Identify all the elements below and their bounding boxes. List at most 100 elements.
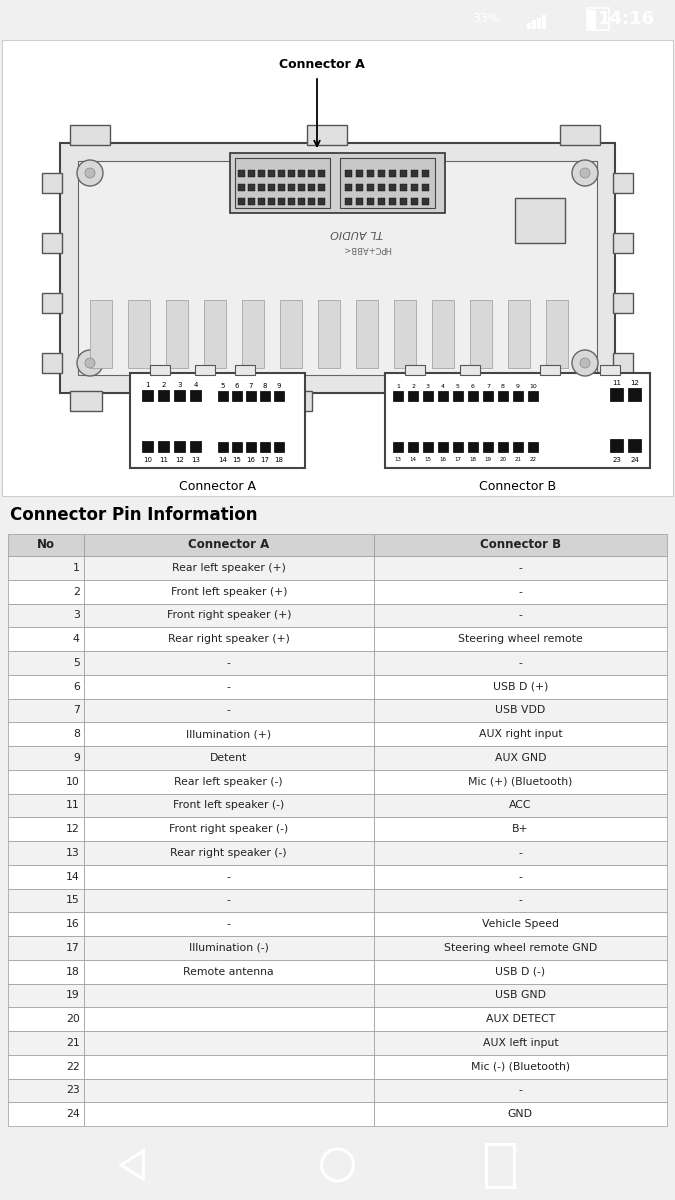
Text: 12: 12 [175,457,184,463]
Text: 18: 18 [275,457,284,463]
Text: -: - [518,871,522,882]
Text: 7: 7 [486,384,490,389]
Bar [498,391,508,401]
Bar [268,198,275,205]
Text: USB GND: USB GND [495,990,546,1001]
Text: 17: 17 [261,457,269,463]
Bar [374,674,667,698]
Text: 11: 11 [612,380,621,386]
Bar [308,184,315,191]
Bar [8,912,84,936]
Bar [8,1055,84,1079]
Bar [8,650,84,674]
Bar [8,604,84,628]
Bar [84,674,374,698]
Text: Connector Pin Information: Connector Pin Information [10,506,257,524]
Bar [258,170,265,176]
Bar [318,198,325,205]
Text: 8: 8 [263,383,267,389]
Bar [389,170,396,176]
Text: 2: 2 [161,382,165,388]
Text: 23: 23 [612,457,621,463]
Bar [174,390,185,401]
Bar [84,960,374,984]
Bar [600,365,620,374]
Bar [160,391,192,410]
Text: 17: 17 [66,943,80,953]
Text: 21: 21 [514,457,522,462]
Bar [318,300,340,368]
Bar [84,556,374,580]
Text: 2: 2 [411,384,415,389]
Text: 9: 9 [516,384,520,389]
Bar [438,442,448,452]
Bar [374,580,667,604]
Bar [374,888,667,912]
Bar [274,391,284,401]
Text: 1: 1 [73,563,80,572]
Bar [8,936,84,960]
Bar [246,442,256,452]
Text: 15: 15 [66,895,80,905]
Bar [60,143,615,392]
Text: Rear right speaker (+): Rear right speaker (+) [168,634,290,644]
Circle shape [572,160,598,186]
Bar [260,442,270,452]
Bar [374,793,667,817]
Bar [528,391,538,401]
Circle shape [580,358,590,368]
Text: Connector B: Connector B [480,539,561,552]
Text: 20: 20 [500,457,506,462]
Text: 16: 16 [439,457,446,462]
Bar [378,198,385,205]
Text: -: - [227,895,231,905]
Text: -: - [227,871,231,882]
Bar [195,365,215,374]
Bar [230,152,445,214]
Bar [218,442,228,452]
Text: USB VDD: USB VDD [495,706,545,715]
Bar [400,184,407,191]
Bar [389,184,396,191]
Text: 11: 11 [66,800,80,810]
Bar [460,365,480,374]
Text: USB D (+): USB D (+) [493,682,548,691]
Bar [42,353,62,373]
Bar [232,391,242,401]
Bar [8,556,84,580]
Text: Connector B: Connector B [479,480,556,493]
Bar [70,391,102,410]
Bar [238,170,245,176]
Bar [374,769,667,793]
Text: Mic (-) (Bluetooth): Mic (-) (Bluetooth) [470,1062,570,1072]
Bar [374,1055,667,1079]
Bar [8,1079,84,1103]
Bar [423,442,433,452]
Bar [150,365,170,374]
Text: 3: 3 [73,611,80,620]
Bar [288,184,295,191]
Text: Connector A: Connector A [188,539,269,552]
Bar [232,442,242,452]
Bar [453,391,463,401]
Bar [588,10,596,29]
Text: 19: 19 [485,457,491,462]
Text: 12: 12 [66,824,80,834]
Text: HPC+ABB<: HPC+ABB< [343,244,391,252]
Bar [84,817,374,841]
Circle shape [77,160,103,186]
Text: Rear right speaker (-): Rear right speaker (-) [171,848,287,858]
Bar [374,912,667,936]
Text: 8: 8 [73,730,80,739]
Bar [248,170,255,176]
Text: Connector A: Connector A [279,58,365,71]
Text: -: - [227,706,231,715]
Bar [8,793,84,817]
Bar [8,1103,84,1126]
Bar [374,984,667,1007]
Bar [8,960,84,984]
Text: 9: 9 [73,752,80,763]
Bar [8,817,84,841]
Text: 17: 17 [454,457,462,462]
Bar [8,1031,84,1055]
